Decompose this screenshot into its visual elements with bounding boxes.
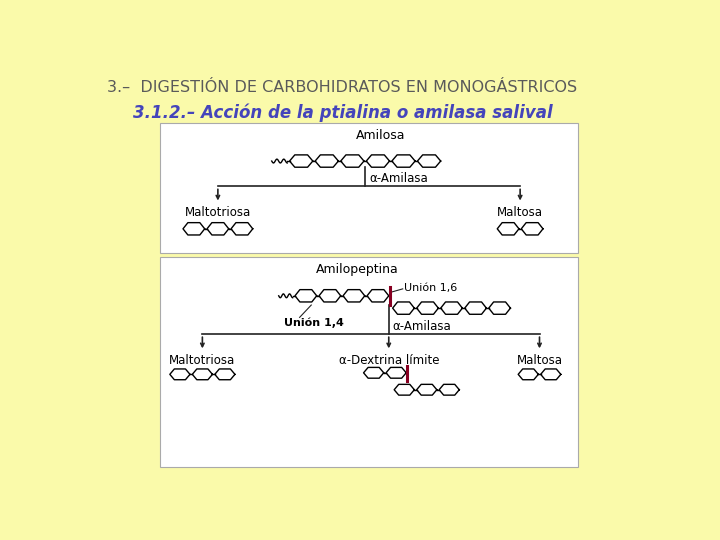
Text: α-Dextrina límite: α-Dextrina límite bbox=[338, 354, 439, 367]
Text: 3.1.2.– Acción de la ptialina o amilasa salival: 3.1.2.– Acción de la ptialina o amilasa … bbox=[132, 103, 552, 122]
Text: Maltosa: Maltosa bbox=[516, 354, 562, 367]
Text: Maltotriosa: Maltotriosa bbox=[185, 206, 251, 219]
Text: Amilosa: Amilosa bbox=[356, 130, 405, 143]
Text: Unión 1,6: Unión 1,6 bbox=[404, 283, 457, 293]
Text: Unión 1,4: Unión 1,4 bbox=[284, 318, 344, 328]
Text: 3.–  DIGESTIÓN DE CARBOHIDRATOS EN MONOGÁSTRICOS: 3.– DIGESTIÓN DE CARBOHIDRATOS EN MONOGÁ… bbox=[107, 80, 577, 95]
Bar bbox=[160, 123, 578, 253]
Text: α-Amilasa: α-Amilasa bbox=[369, 172, 428, 185]
Bar bbox=[160, 257, 578, 467]
Text: Amilopeptina: Amilopeptina bbox=[316, 262, 399, 276]
Text: α-Amilasa: α-Amilasa bbox=[392, 320, 451, 333]
Text: Maltosa: Maltosa bbox=[497, 206, 543, 219]
Text: Maltotriosa: Maltotriosa bbox=[169, 354, 235, 367]
